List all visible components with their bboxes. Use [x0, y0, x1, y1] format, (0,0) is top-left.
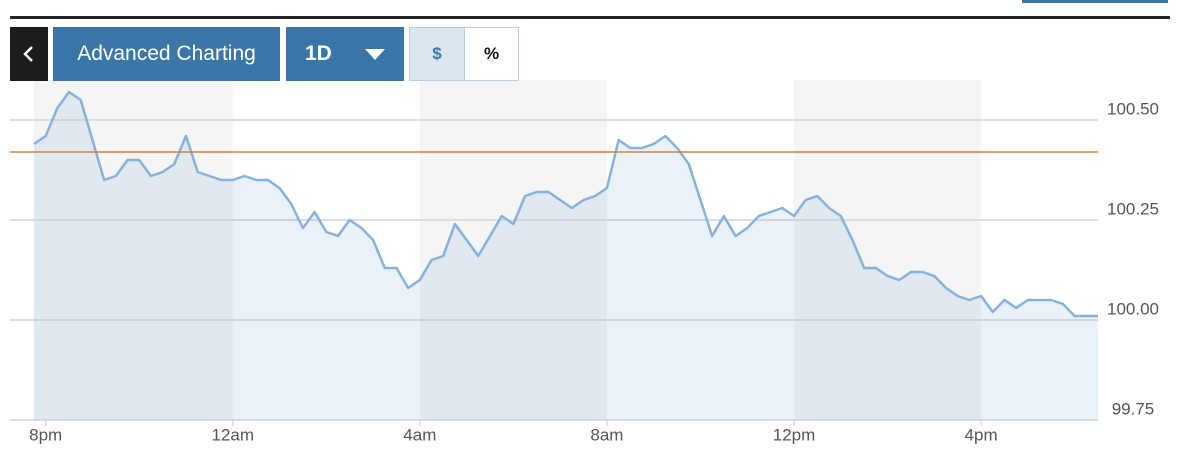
x-tick-label: 8am	[590, 425, 623, 444]
session-band	[34, 80, 233, 420]
y-tick-label: 100.25	[1107, 199, 1159, 218]
x-tick-label: 12am	[212, 425, 255, 444]
currency-toggle[interactable]: $	[409, 27, 465, 81]
dropdown-icon	[365, 49, 385, 60]
price-line	[33, 90, 1098, 318]
range-dropdown[interactable]: 1D	[286, 27, 404, 81]
x-tick-label: 4pm	[965, 425, 998, 444]
y-tick-label: 100.50	[1107, 99, 1159, 118]
y-tick-label: 99.75	[1112, 399, 1155, 418]
top-rule	[10, 16, 1170, 19]
x-tick-label: 8pm	[29, 425, 62, 444]
back-button[interactable]	[10, 27, 48, 81]
x-tick-label: 4am	[403, 425, 436, 444]
percent-toggle[interactable]: %	[465, 27, 519, 81]
x-tick-label: 12pm	[773, 425, 816, 444]
session-band	[419, 80, 607, 420]
area-fill	[34, 92, 1098, 420]
session-band	[794, 80, 982, 420]
back-icon	[23, 46, 33, 62]
advanced-charting-button[interactable]: Advanced Charting	[53, 27, 280, 81]
y-tick-label: 100.00	[1107, 299, 1159, 318]
top-button[interactable]	[1022, 0, 1168, 3]
range-label: 1D	[305, 42, 332, 65]
